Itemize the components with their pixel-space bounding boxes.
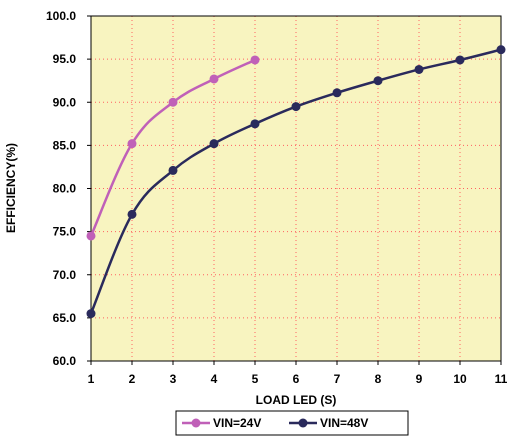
data-point-vin-24v	[127, 139, 137, 149]
marker-group	[86, 45, 506, 319]
data-point-vin-48v	[373, 76, 383, 86]
y-tick-label: 65.0	[53, 311, 77, 325]
x-tick-label: 7	[334, 372, 341, 386]
data-point-vin-48v	[455, 55, 465, 65]
legend-box	[175, 410, 409, 436]
x-tick-label: 4	[211, 372, 218, 386]
legend-label-vin48: VIN=48V	[320, 416, 368, 430]
y-tick-label: 85.0	[53, 138, 77, 152]
data-point-vin-48v	[168, 165, 178, 175]
y-tick-label: 90.0	[53, 95, 77, 109]
data-point-vin-48v	[127, 209, 137, 219]
x-tick-label: 11	[495, 372, 508, 386]
y-axis-label: EFFICIENCY(%)	[4, 143, 18, 233]
y-tick-label: 60.0	[53, 354, 77, 368]
x-tick-label: 1	[88, 372, 95, 386]
data-point-vin-24v	[250, 55, 260, 65]
legend-label-vin24: VIN=24V	[213, 416, 261, 430]
data-point-vin-48v	[496, 45, 506, 55]
data-point-vin-48v	[209, 139, 219, 149]
data-point-vin-48v	[250, 119, 260, 129]
x-axis-label: LOAD LED (S)	[256, 393, 337, 407]
x-tick-label: 10	[453, 372, 467, 386]
x-tick-label: 5	[252, 372, 259, 386]
y-tick-label: 75.0	[53, 225, 77, 239]
data-point-vin-24v	[168, 97, 178, 107]
data-point-vin-48v	[332, 88, 342, 98]
legend-marker-vin24	[191, 418, 201, 428]
data-point-vin-48v	[414, 64, 424, 74]
x-tick-label: 6	[293, 372, 300, 386]
y-tick-label: 80.0	[53, 182, 77, 196]
data-point-vin-24v	[86, 231, 96, 241]
data-point-vin-48v	[86, 309, 96, 319]
x-tick-label: 9	[416, 372, 423, 386]
y-axis-ticks: 60.0 65.0 70.0 75.0 80.0 85.0 90.0 95.0 100.0	[46, 9, 91, 368]
legend: VIN=24V VIN=48V	[175, 410, 409, 436]
data-point-vin-48v	[291, 102, 301, 112]
x-tick-label: 8	[375, 372, 382, 386]
y-tick-label: 95.0	[53, 52, 77, 66]
data-point-vin-24v	[209, 74, 219, 84]
y-tick-label: 70.0	[53, 268, 77, 282]
y-tick-label: 100.0	[46, 9, 76, 23]
x-tick-label: 2	[129, 372, 136, 386]
legend-marker-vin48	[298, 418, 308, 428]
x-tick-label: 3	[170, 372, 177, 386]
x-axis-ticks: 1 2 3 4 5 6 7 8 9 10 11	[88, 361, 508, 386]
